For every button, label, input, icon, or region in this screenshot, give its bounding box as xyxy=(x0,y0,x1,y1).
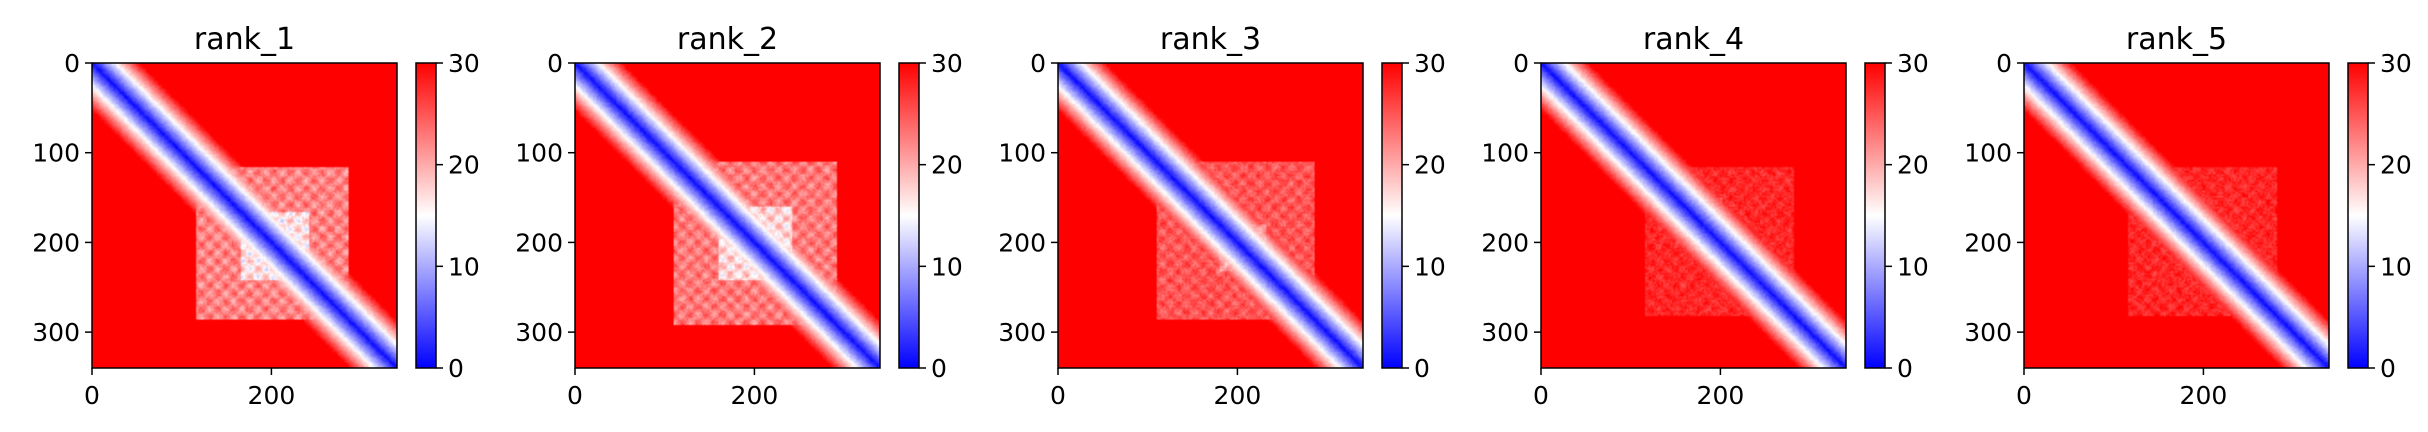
y-tick-label: 100 xyxy=(32,139,80,168)
colorbar-tick-label: 20 xyxy=(448,151,480,180)
heatmap-image xyxy=(575,63,880,368)
y-tick-label: 200 xyxy=(1964,228,2012,257)
colorbar-tick-label: 20 xyxy=(1897,151,1929,180)
colorbar-tick-label: 10 xyxy=(448,252,480,281)
y-tick-label: 200 xyxy=(1481,228,1529,257)
x-tick-label: 200 xyxy=(1214,381,1262,410)
panel-title: rank_3 xyxy=(1160,22,1261,57)
panel-3: rank_3 0 100 200 300 0 200 0 10 20 30 xyxy=(998,22,1446,410)
colorbar-tick-label: 10 xyxy=(931,252,963,281)
colorbar-tick-label: 0 xyxy=(448,354,464,383)
colorbar-tick-label: 10 xyxy=(1414,252,1446,281)
colorbar xyxy=(415,62,437,369)
panel-4: rank_4 0 100 200 300 0 200 0 10 20 30 xyxy=(1481,22,1929,410)
y-tick-label: 0 xyxy=(547,49,563,78)
panel-2: rank_2 0 100 200 300 0 200 0 10 20 30 xyxy=(515,22,963,410)
y-tick-label: 0 xyxy=(1513,49,1529,78)
panel-title: rank_1 xyxy=(194,22,295,57)
colorbar-tick-label: 30 xyxy=(1414,49,1446,78)
colorbar xyxy=(2347,62,2369,369)
y-tick-label: 0 xyxy=(64,49,80,78)
y-tick-label: 300 xyxy=(32,318,80,347)
y-tick-label: 100 xyxy=(515,139,563,168)
x-tick-label: 0 xyxy=(567,381,583,410)
colorbar xyxy=(1381,62,1403,369)
colorbar-tick-label: 30 xyxy=(448,49,480,78)
axes-frame xyxy=(574,62,881,369)
axes-frame xyxy=(2023,62,2330,369)
y-tick-label: 100 xyxy=(998,139,1046,168)
y-tick-label: 300 xyxy=(1481,318,1529,347)
colorbar-tick-label: 0 xyxy=(1897,354,1913,383)
colorbar xyxy=(1864,62,1886,369)
colorbar-tick-label: 10 xyxy=(1897,252,1929,281)
heatmap-image xyxy=(92,63,397,368)
colorbar-tick-label: 10 xyxy=(2380,252,2412,281)
x-tick-label: 0 xyxy=(1050,381,1066,410)
x-tick-label: 200 xyxy=(248,381,296,410)
axes-frame xyxy=(1540,62,1847,369)
colorbar-tick-label: 0 xyxy=(931,354,947,383)
panel-title: rank_5 xyxy=(2126,22,2227,57)
y-tick-label: 300 xyxy=(515,318,563,347)
x-tick-label: 200 xyxy=(1697,381,1745,410)
panel-1: rank_1 0 100 200 300 0 200 0 10 20 30 xyxy=(32,22,480,410)
x-tick-label: 200 xyxy=(2180,381,2228,410)
panel-5: rank_5 0 100 200 300 0 200 0 10 20 30 xyxy=(1964,22,2412,410)
y-tick-label: 300 xyxy=(1964,318,2012,347)
x-tick-label: 0 xyxy=(1533,381,1549,410)
y-tick-label: 200 xyxy=(515,228,563,257)
x-tick-label: 0 xyxy=(2016,381,2032,410)
heatmap-image xyxy=(1541,63,1846,368)
y-tick-label: 100 xyxy=(1964,139,2012,168)
heatmap-image xyxy=(1058,63,1363,368)
y-tick-label: 0 xyxy=(1030,49,1046,78)
colorbar-tick-label: 30 xyxy=(931,49,963,78)
y-tick-label: 300 xyxy=(998,318,1046,347)
panel-title: rank_2 xyxy=(677,22,778,57)
colorbar-tick-label: 0 xyxy=(2380,354,2396,383)
colorbar xyxy=(898,62,920,369)
y-tick-label: 200 xyxy=(998,228,1046,257)
colorbar-tick-label: 20 xyxy=(2380,151,2412,180)
y-tick-label: 200 xyxy=(32,228,80,257)
panel-title: rank_4 xyxy=(1643,22,1744,57)
y-tick-label: 100 xyxy=(1481,139,1529,168)
colorbar-tick-label: 20 xyxy=(931,151,963,180)
y-tick-label: 0 xyxy=(1996,49,2012,78)
axes-frame xyxy=(91,62,398,369)
axes-frame xyxy=(1057,62,1364,369)
x-tick-label: 200 xyxy=(731,381,779,410)
heatmap-image xyxy=(2024,63,2329,368)
colorbar-tick-label: 0 xyxy=(1414,354,1430,383)
colorbar-tick-label: 20 xyxy=(1414,151,1446,180)
x-tick-label: 0 xyxy=(84,381,100,410)
colorbar-tick-label: 30 xyxy=(1897,49,1929,78)
colorbar-tick-label: 30 xyxy=(2380,49,2412,78)
